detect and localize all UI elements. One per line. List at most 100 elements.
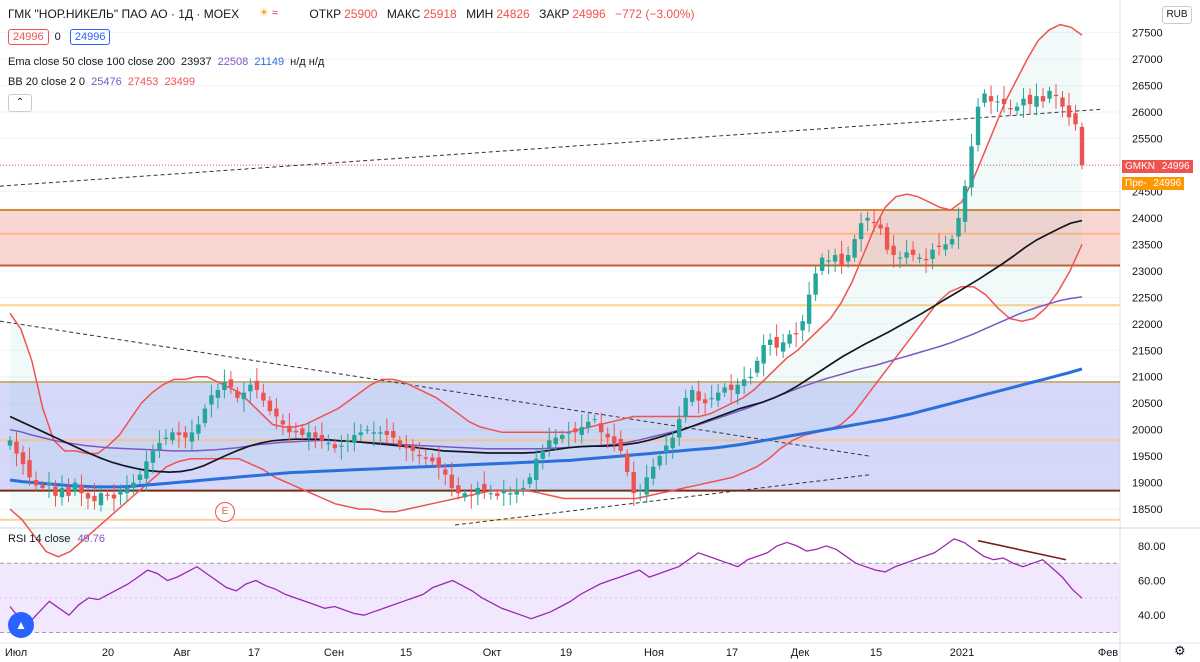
price-tick-label: 22500 bbox=[1132, 292, 1163, 304]
candle bbox=[735, 378, 740, 405]
candle-body bbox=[858, 223, 864, 240]
candle bbox=[378, 425, 383, 445]
candle-body bbox=[949, 239, 955, 245]
candle bbox=[1066, 92, 1072, 126]
candle bbox=[891, 235, 896, 268]
candle bbox=[767, 333, 773, 356]
candle-body bbox=[800, 321, 805, 331]
rsi-tick-label: 60.00 bbox=[1138, 576, 1166, 588]
candle-body bbox=[638, 490, 643, 492]
candle bbox=[702, 392, 708, 414]
chevron-up-icon: ⌃ bbox=[15, 97, 25, 108]
candle bbox=[819, 253, 825, 276]
collapse-legend-button[interactable]: ⌃ bbox=[8, 94, 32, 112]
candle-body bbox=[865, 217, 870, 221]
candle-body bbox=[923, 258, 929, 261]
candle bbox=[676, 406, 682, 447]
band-fill bbox=[10, 24, 1082, 557]
currency-badge[interactable]: RUB bbox=[1162, 6, 1192, 24]
time-tick-label: Сен bbox=[324, 647, 344, 659]
candle bbox=[410, 439, 416, 462]
ohlc-open-value: 25900 bbox=[344, 7, 378, 21]
candle-body bbox=[631, 472, 636, 494]
price-tick-label: 22000 bbox=[1132, 319, 1163, 331]
candle-body bbox=[819, 257, 825, 271]
candle-body bbox=[930, 249, 935, 259]
candle-body bbox=[488, 493, 493, 495]
candle-body bbox=[228, 379, 234, 388]
candle bbox=[384, 418, 390, 444]
candle-body bbox=[248, 384, 253, 392]
candle bbox=[943, 235, 948, 257]
candle bbox=[423, 449, 429, 466]
candle-body bbox=[910, 249, 916, 255]
candle bbox=[651, 458, 656, 486]
candle-body bbox=[709, 397, 714, 400]
candle-body bbox=[943, 244, 948, 250]
candle bbox=[20, 445, 26, 475]
candle bbox=[1047, 86, 1052, 104]
price-tick-label: 18500 bbox=[1132, 504, 1163, 516]
candle bbox=[936, 232, 942, 256]
candle-body bbox=[40, 485, 45, 488]
price-tick-label: 21500 bbox=[1132, 345, 1163, 357]
time-tick-label: 2021 bbox=[950, 647, 974, 659]
earnings-marker[interactable]: E bbox=[215, 502, 235, 522]
candle bbox=[254, 368, 260, 399]
candle bbox=[150, 444, 156, 474]
candle bbox=[215, 383, 221, 409]
candle-body bbox=[131, 482, 136, 488]
settings-gear-icon[interactable]: ⚙ bbox=[1174, 643, 1186, 658]
candle-body bbox=[767, 339, 773, 345]
candle bbox=[599, 412, 604, 446]
candles bbox=[7, 83, 1085, 512]
candle-body bbox=[832, 254, 838, 262]
buy-price-button[interactable]: 24996 bbox=[69, 29, 111, 45]
candle bbox=[241, 382, 247, 412]
candle bbox=[761, 334, 766, 377]
candle bbox=[449, 461, 454, 497]
candle bbox=[319, 422, 325, 449]
candle bbox=[352, 422, 357, 452]
candle-body bbox=[202, 408, 208, 424]
candle bbox=[1060, 91, 1065, 118]
candle bbox=[832, 248, 838, 273]
candle-body bbox=[871, 221, 877, 224]
candle-body bbox=[222, 382, 227, 390]
bb-legend[interactable]: BB 20 close 2 0 25476 27453 23499 bbox=[8, 76, 198, 88]
candle-body bbox=[956, 217, 961, 237]
price-tick-label: 21000 bbox=[1132, 372, 1163, 384]
candle bbox=[163, 429, 169, 446]
candle-body bbox=[326, 442, 331, 445]
candle bbox=[754, 356, 760, 378]
candle-body bbox=[897, 257, 903, 259]
candle-body bbox=[741, 379, 747, 387]
candle bbox=[982, 89, 987, 107]
candle bbox=[683, 389, 688, 423]
ema-legend[interactable]: Ema close 50 close 100 close 200 23937 2… bbox=[8, 56, 327, 68]
candle bbox=[612, 423, 617, 452]
sell-price-button[interactable]: 24996 bbox=[8, 29, 49, 45]
candle bbox=[488, 484, 493, 500]
candle-body bbox=[495, 493, 500, 496]
candle-body bbox=[508, 493, 513, 495]
status-icons[interactable]: ☀ ≈ bbox=[259, 7, 278, 19]
candle-body bbox=[196, 424, 201, 434]
candle-body bbox=[365, 429, 370, 431]
time-tick-label: 20 bbox=[102, 647, 114, 659]
candle-body bbox=[839, 253, 844, 266]
indicator-lines bbox=[9, 23, 1083, 558]
bb-lower-line bbox=[9, 244, 1083, 558]
candle-body bbox=[7, 440, 13, 446]
tradingview-logo-icon[interactable]: ▲ bbox=[8, 612, 34, 638]
candle-body bbox=[293, 431, 299, 433]
rsi-legend[interactable]: RSI 14 close 49.76 bbox=[8, 533, 105, 545]
price-axis: 2750027000265002600025500250002450024000… bbox=[1132, 28, 1163, 517]
candle-body bbox=[1034, 96, 1039, 107]
candle bbox=[514, 477, 519, 504]
candle bbox=[98, 484, 104, 512]
candle-body bbox=[319, 434, 325, 441]
candle-body bbox=[1021, 98, 1026, 106]
candle bbox=[858, 212, 864, 252]
